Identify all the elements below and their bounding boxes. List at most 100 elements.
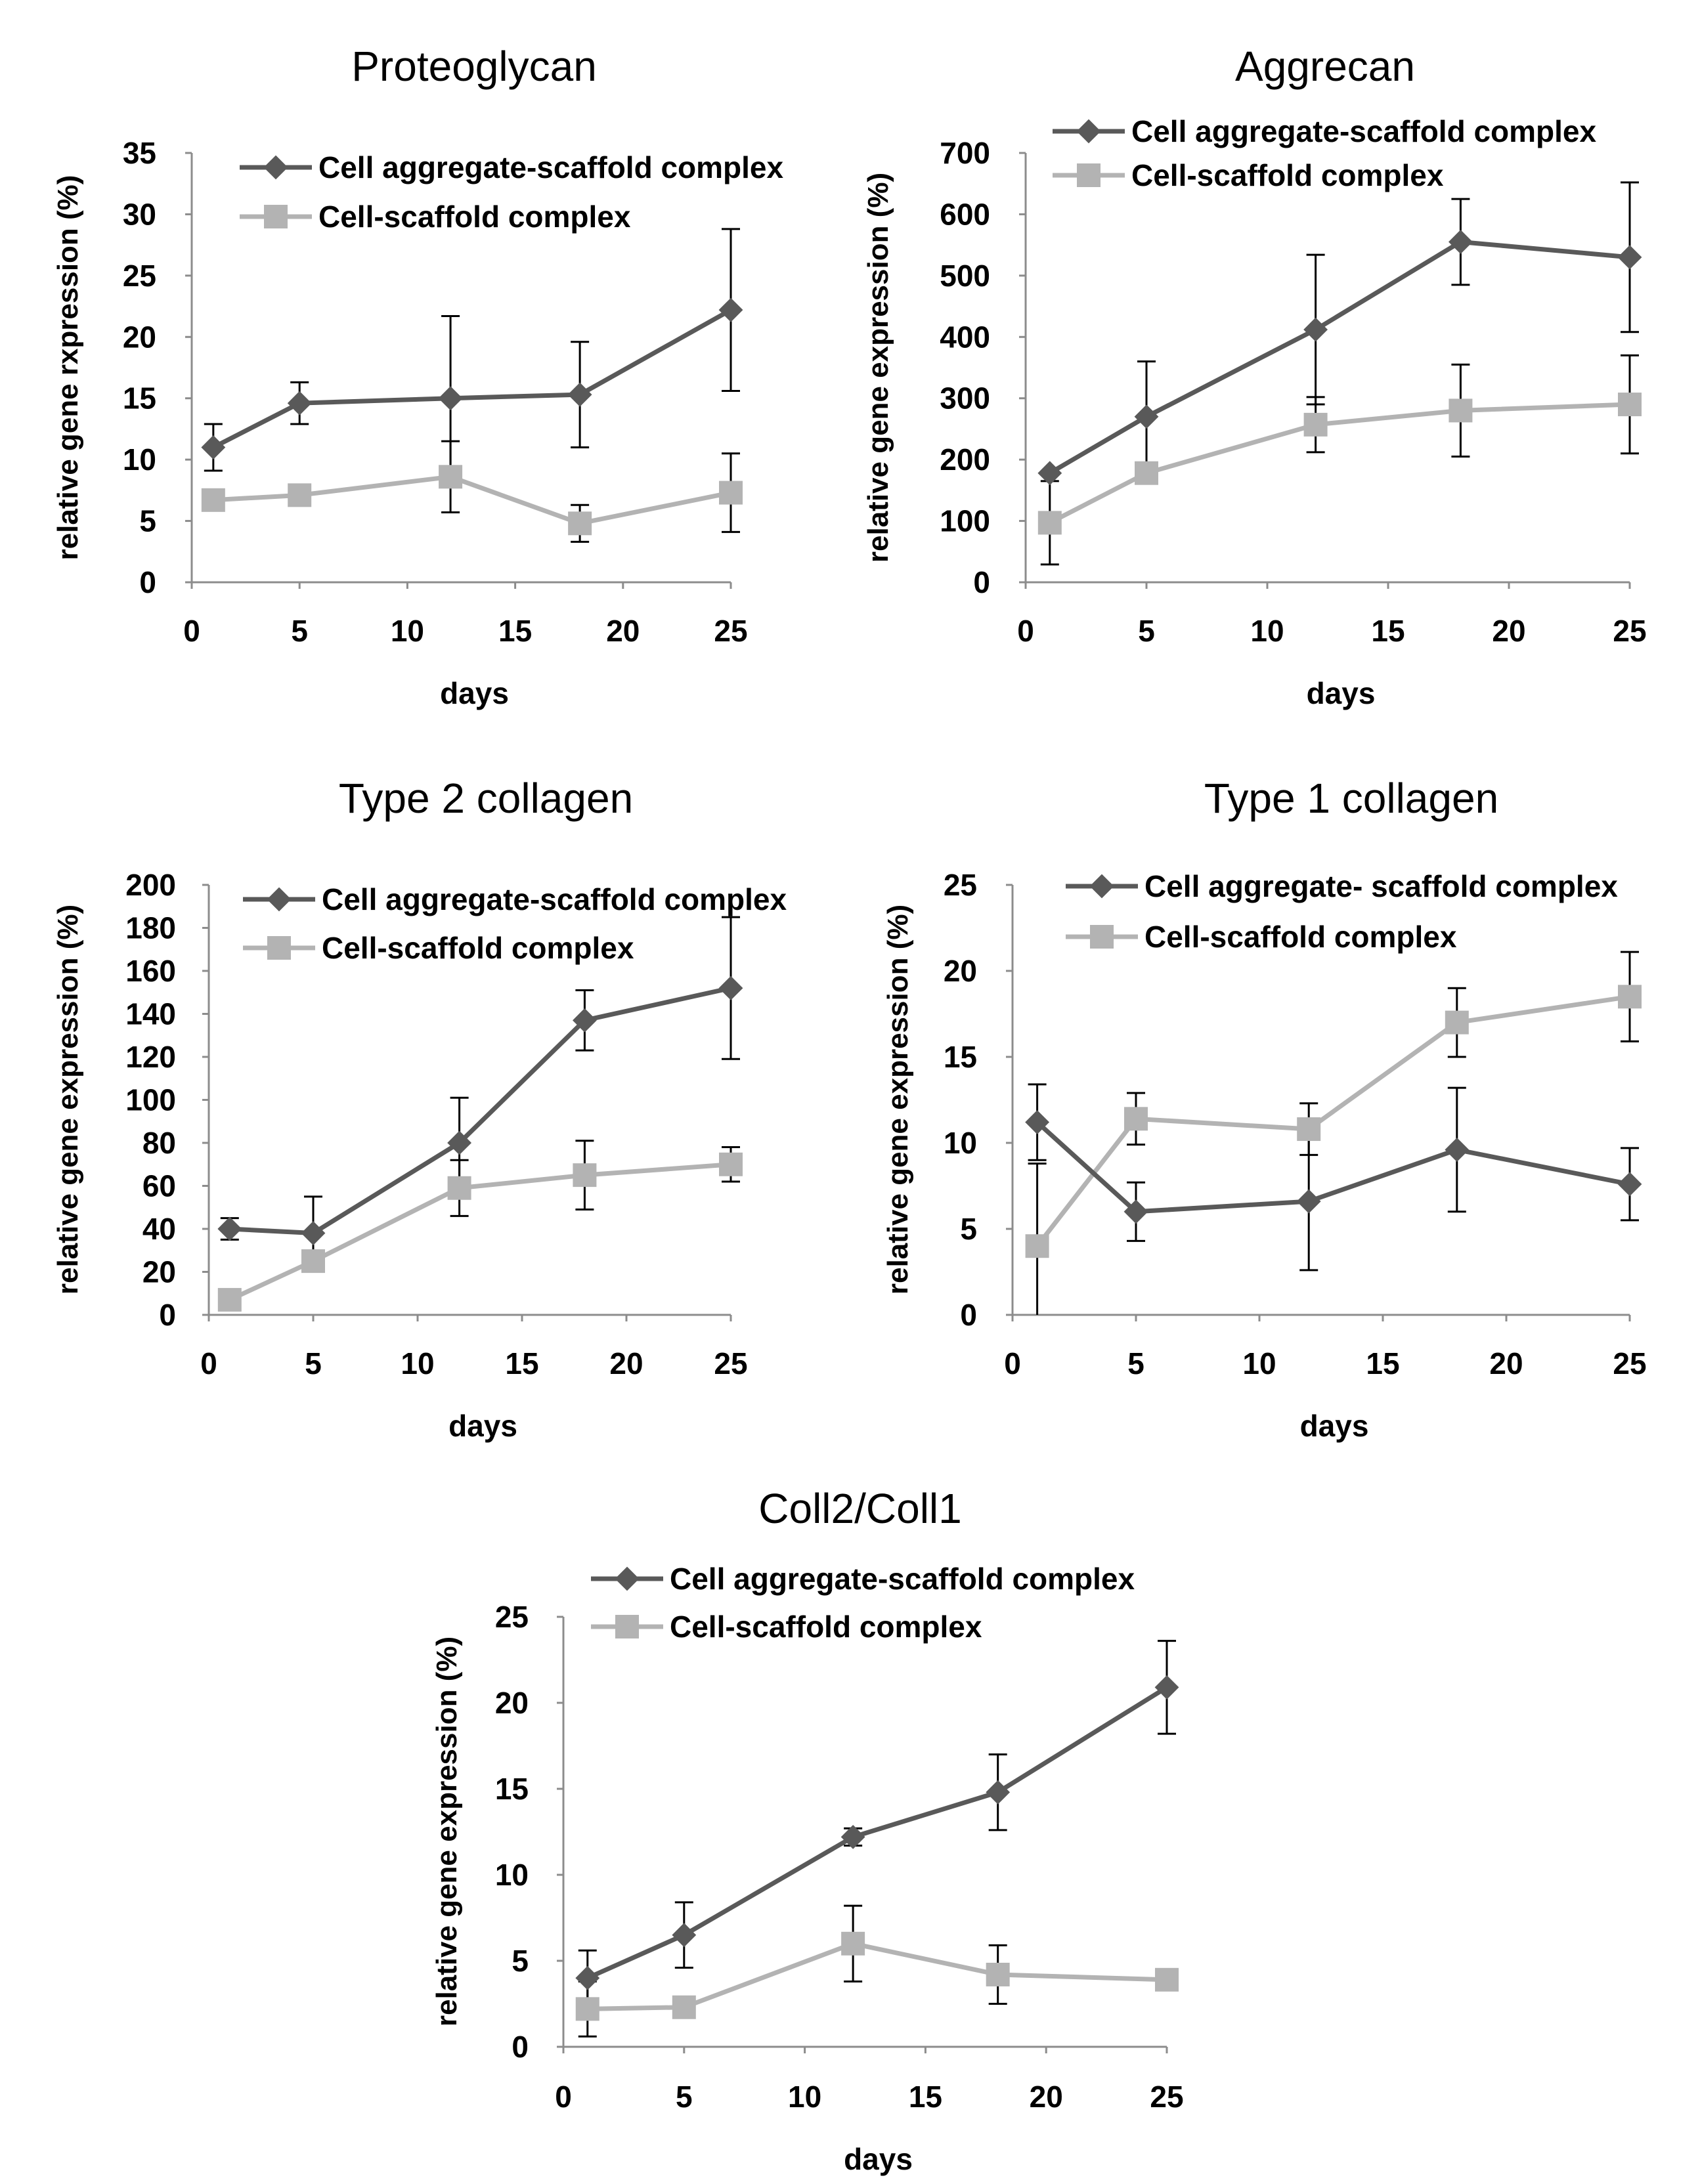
y-tick-label: 15 [495, 1772, 529, 1806]
y-tick-label: 140 [125, 997, 176, 1031]
y-tick-label: 10 [123, 442, 156, 477]
x-tick-label: 10 [401, 1346, 434, 1381]
y-tick-label: 25 [123, 259, 156, 293]
legend-entry: Cell aggregate-scaffold complex [240, 150, 783, 184]
y-tick-label: 10 [495, 1858, 529, 1892]
data-point-cell-scaffold [1297, 1117, 1321, 1142]
data-point-cell-scaffold [217, 1288, 242, 1312]
x-tick-label: 20 [606, 614, 640, 648]
y-tick-label: 600 [940, 197, 990, 231]
x-tick-label: 0 [555, 2080, 572, 2114]
data-point-cell-scaffold [719, 1152, 743, 1176]
x-axis-label: days [1300, 1409, 1369, 1443]
x-tick-label: 20 [1030, 2080, 1063, 2114]
legend-entry: Cell-scaffold complex [243, 931, 634, 965]
legend-label: Cell aggregate-scaffold complex [318, 150, 783, 184]
data-point-aggregate [575, 1965, 600, 1990]
legend-marker [1077, 163, 1101, 187]
x-tick-label: 15 [1371, 614, 1405, 648]
y-tick-label: 20 [495, 1686, 529, 1720]
legend-entry: Cell-scaffold complex [591, 1610, 982, 1644]
x-tick-label: 20 [1492, 614, 1525, 648]
x-tick-label: 15 [1366, 1346, 1399, 1381]
legend-marker [264, 205, 288, 228]
data-point-cell-scaffold [573, 1163, 597, 1188]
data-point-aggregate [301, 1221, 326, 1245]
legend-label: Cell-scaffold complex [318, 200, 631, 234]
x-axis-label: days [448, 1409, 517, 1443]
x-axis-label: days [844, 2142, 913, 2176]
y-tick-label: 60 [142, 1169, 176, 1203]
legend-label: Cell aggregate-scaffold complex [670, 1562, 1135, 1596]
legend-entry: Cell aggregate-scaffold complex [591, 1562, 1135, 1596]
legend-entry: Cell-scaffold complex [240, 200, 631, 234]
x-tick-label: 25 [1613, 1346, 1646, 1381]
chart-panel-1: Proteoglycan 0 5 10 15 20 25 30 35 0 5 10 15 20 25 days… [52, 43, 783, 710]
legend-entry: Cell aggregate-scaffold complex [243, 882, 787, 916]
data-point-cell-scaffold [986, 1962, 1010, 1986]
legend-marker [1076, 119, 1101, 144]
series-line-aggregate [1035, 1120, 1630, 1214]
y-axis-label: relative gene expression (%) [431, 1637, 463, 2026]
x-tick-label: 25 [714, 1346, 747, 1381]
data-point-aggregate [1123, 1199, 1148, 1224]
legend-marker [615, 1615, 639, 1638]
chart-panel-2: Aggrecan 0 100 200 300 400 500 600 700 0 5 10 15 20 25… [862, 43, 1647, 710]
data-point-cell-scaffold [1155, 1967, 1179, 1992]
y-tick-label: 15 [123, 381, 156, 416]
y-tick-label: 10 [944, 1126, 977, 1160]
data-point-aggregate [718, 297, 743, 322]
data-point-cell-scaffold [1303, 412, 1328, 437]
data-point-cell-scaffold [1618, 985, 1642, 1009]
x-tick-label: 25 [714, 614, 747, 648]
legend-marker [263, 155, 288, 180]
data-point-aggregate [718, 975, 743, 1000]
x-tick-label: 5 [1127, 1346, 1144, 1381]
data-point-cell-scaffold [1135, 461, 1158, 485]
data-point-aggregate [1448, 230, 1473, 254]
y-tick-label: 400 [940, 320, 990, 354]
data-point-aggregate [438, 386, 463, 411]
y-tick-label: 180 [125, 911, 176, 945]
x-tick-label: 0 [200, 1346, 217, 1381]
y-tick-label: 200 [125, 868, 176, 902]
legend-marker [1089, 874, 1114, 899]
x-tick-label: 10 [391, 614, 424, 648]
data-point-cell-scaffold [1445, 1010, 1469, 1035]
data-point-aggregate [572, 1008, 597, 1033]
x-tick-label: 25 [1150, 2080, 1183, 2114]
y-tick-label: 20 [123, 320, 156, 354]
data-point-aggregate [986, 1780, 1011, 1805]
data-point-aggregate [1617, 1172, 1642, 1197]
data-point-aggregate [201, 435, 226, 460]
y-tick-label: 0 [960, 1298, 977, 1332]
y-tick-label: 0 [973, 565, 990, 599]
x-tick-label: 5 [305, 1346, 322, 1381]
y-tick-label: 80 [142, 1126, 176, 1160]
data-point-aggregate [287, 391, 312, 416]
y-tick-label: 0 [512, 2030, 529, 2064]
data-point-aggregate [1445, 1138, 1470, 1162]
y-tick-label: 700 [940, 136, 990, 170]
legend-label: Cell-scaffold complex [670, 1610, 982, 1644]
data-point-cell-scaffold [1037, 511, 1062, 535]
chart-panel-4: Type 1 collagen 0 5 10 15 20 25 0 5 10 15 20 25 days r… [882, 775, 1647, 1443]
x-tick-label: 25 [1613, 614, 1646, 648]
data-point-aggregate [217, 1216, 242, 1241]
legend-marker [267, 887, 292, 912]
data-point-cell-scaffold [1449, 398, 1473, 423]
chart-panel-5: Coll2/Coll1 0 5 10 15 20 25 0 5 10 15 20 25 days relat… [431, 1485, 1184, 2176]
legend-label: Cell aggregate- scaffold complex [1144, 869, 1618, 903]
y-tick-label: 5 [512, 1944, 529, 1978]
y-tick-label: 0 [159, 1298, 176, 1332]
chart-title: Aggrecan [1235, 43, 1415, 90]
y-tick-label: 100 [125, 1083, 176, 1117]
data-point-aggregate [672, 1923, 697, 1948]
y-tick-label: 15 [944, 1040, 977, 1074]
data-point-cell-scaffold [439, 465, 463, 489]
data-point-cell-scaffold [575, 1997, 599, 2021]
x-tick-label: 10 [1242, 1346, 1276, 1381]
x-tick-label: 10 [788, 2080, 821, 2114]
x-axis-label: days [440, 676, 509, 710]
data-point-cell-scaffold [1124, 1107, 1148, 1131]
